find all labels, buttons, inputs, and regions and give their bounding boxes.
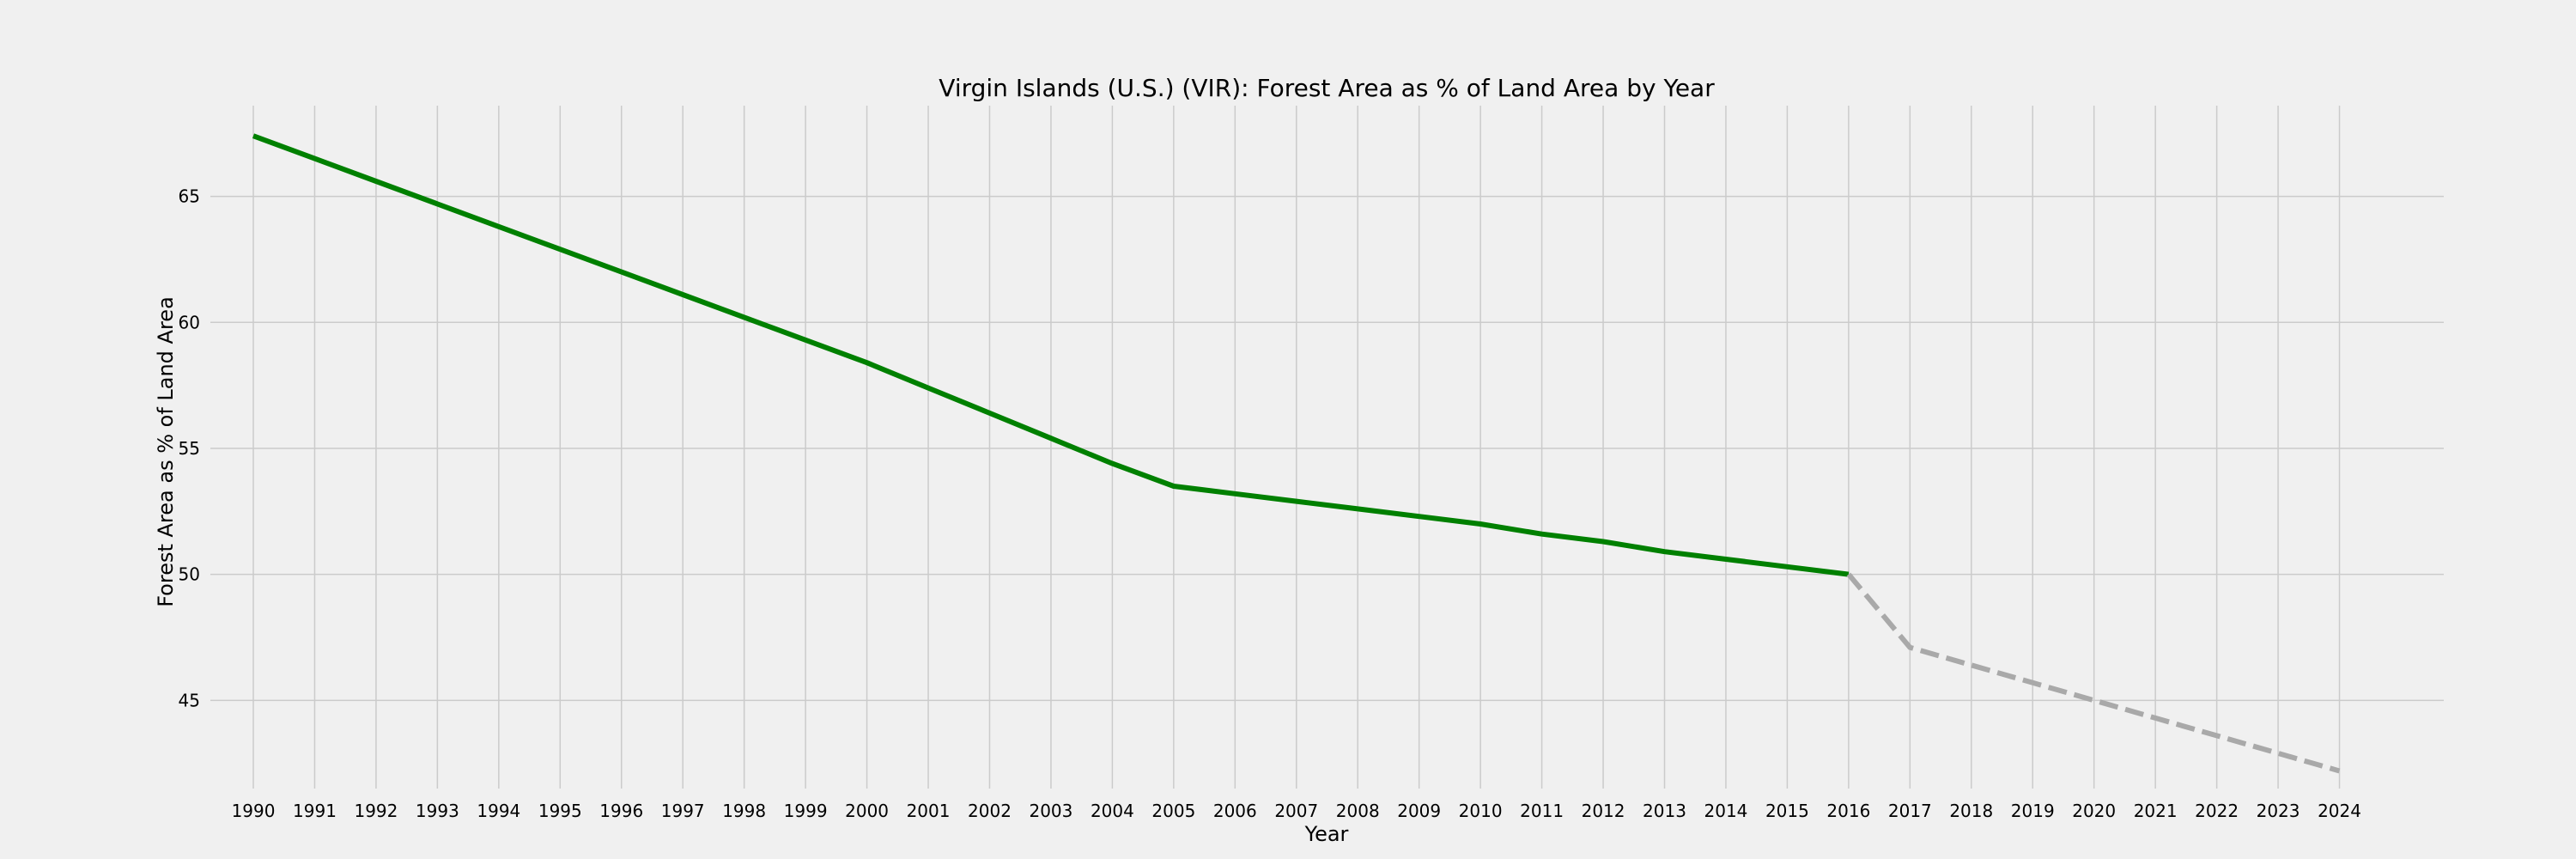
x-tick-label: 2007 [1274,801,1318,821]
x-tick-label: 1996 [599,801,643,821]
x-tick-label: 2020 [2072,801,2116,821]
x-tick-label: 1997 [661,801,705,821]
grid [210,106,2444,789]
x-tick-label: 2019 [2011,801,2055,821]
series-layer [252,133,2341,774]
x-tick-label: 2008 [1336,801,1380,821]
x-tick-label: 2006 [1213,801,1257,821]
x-tick-label: 1999 [784,801,828,821]
x-tick-label: 1998 [722,801,766,821]
x-tick-label: 2017 [1888,801,1932,821]
y-tick-label: 65 [179,186,200,207]
x-tick-label: 2016 [1826,801,1870,821]
x-tick-label: 2015 [1765,801,1809,821]
x-tick-label: 2011 [1520,801,1564,821]
x-tick-label: 1993 [416,801,459,821]
y-tick-labels: 45 50 55 60 65 [179,186,200,711]
projected-series-line [1846,572,2341,774]
y-tick-label: 55 [179,438,200,459]
x-tick-label: 2000 [845,801,889,821]
x-tick-label: 2018 [1949,801,1993,821]
x-tick-label: 2002 [968,801,1012,821]
x-tick-label: 2014 [1704,801,1748,821]
x-tick-label: 2009 [1397,801,1441,821]
x-tick-label: 2012 [1582,801,1625,821]
x-tick-label: 1995 [538,801,582,821]
x-tick-label: 1990 [232,801,276,821]
x-tick-labels: 1990 1991 1992 1993 1994 1995 1996 1997 1998 1999… [232,801,2361,821]
x-tick-label: 1992 [354,801,398,821]
x-tick-label: 2021 [2134,801,2178,821]
x-tick-label: 2003 [1029,801,1072,821]
x-tick-label: 2005 [1151,801,1195,821]
x-tick-label: 2024 [2318,801,2361,821]
x-tick-label: 1991 [293,801,337,821]
x-tick-label: 1994 [477,801,520,821]
x-axis-label: Year [1304,822,1349,846]
y-axis-label: Forest Area as % of Land Area [154,296,178,607]
historical-series-line [252,133,1850,577]
x-tick-label: 2023 [2257,801,2300,821]
x-tick-label: 2004 [1091,801,1134,821]
y-tick-label: 45 [179,690,200,710]
x-tick-label: 2022 [2195,801,2239,821]
chart-title: Virgin Islands (U.S.) (VIR): Forest Area… [939,74,1715,102]
y-tick-label: 50 [179,564,200,585]
y-tick-label: 60 [179,312,200,332]
x-tick-label: 2013 [1643,801,1686,821]
x-tick-label: 2001 [907,801,951,821]
x-tick-label: 2010 [1459,801,1503,821]
